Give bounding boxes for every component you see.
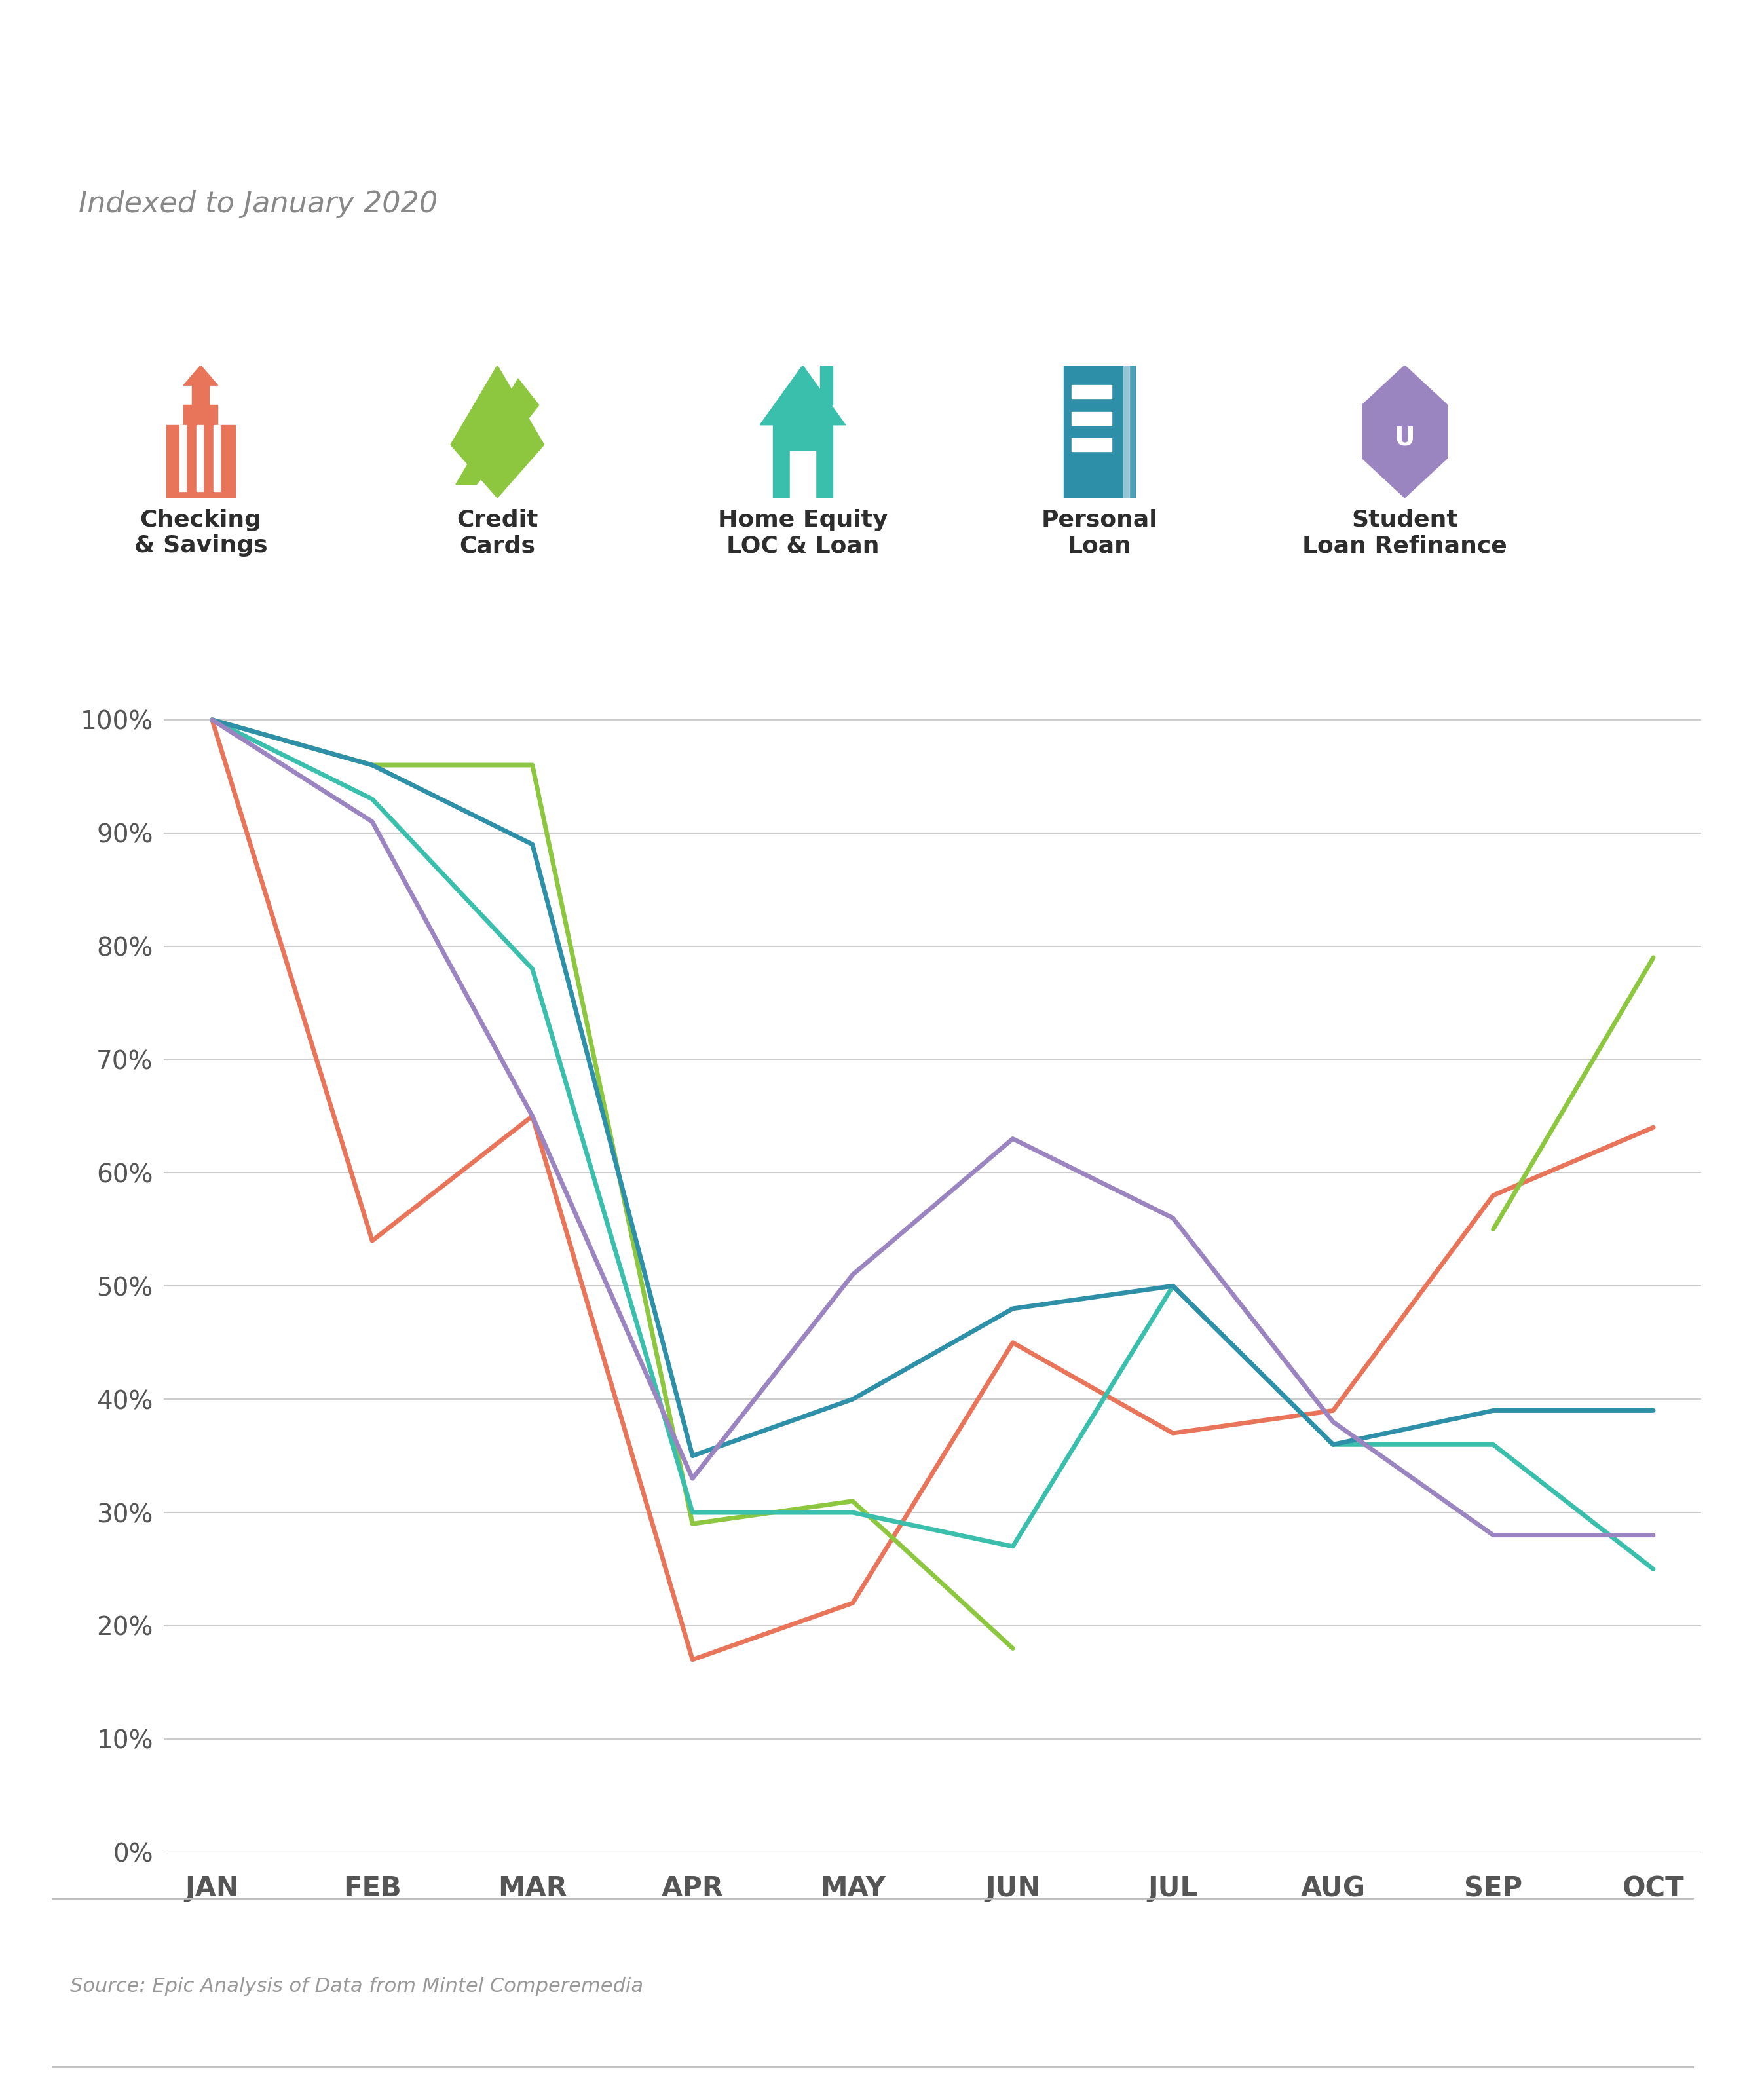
Bar (1071, 384, 1112, 399)
Bar (1064, 365, 1124, 498)
Bar (166, 424, 236, 498)
Text: Source: Epic Analysis of Data from Mintel Comperemedia: Source: Epic Analysis of Data from Minte… (70, 1976, 644, 1997)
Bar (183, 405, 218, 424)
Bar (820, 365, 832, 405)
Polygon shape (183, 365, 218, 384)
Bar (773, 424, 832, 498)
Text: Personal
Loan: Personal Loan (1042, 508, 1157, 556)
Bar (790, 451, 815, 498)
Bar (213, 424, 220, 491)
Text: U: U (1394, 426, 1415, 452)
Polygon shape (455, 378, 539, 485)
Bar (1071, 439, 1112, 451)
Polygon shape (450, 365, 544, 498)
Bar (1119, 365, 1134, 498)
Text: Credit
Cards: Credit Cards (457, 508, 537, 556)
Bar (180, 424, 187, 491)
Text: Student
Loan Refinance: Student Loan Refinance (1302, 508, 1508, 556)
Bar (192, 384, 209, 405)
Polygon shape (761, 365, 845, 424)
Polygon shape (1363, 365, 1448, 498)
Bar (197, 424, 202, 491)
Text: MONTHLY MAIL VOLUME BY PRODUCT: MONTHLY MAIL VOLUME BY PRODUCT (49, 42, 1356, 101)
Bar (1124, 365, 1129, 498)
Text: Checking
& Savings: Checking & Savings (134, 508, 267, 556)
Text: Indexed to January 2020: Indexed to January 2020 (79, 191, 438, 218)
Bar (1071, 412, 1112, 424)
Text: Home Equity
LOC & Loan: Home Equity LOC & Loan (717, 508, 888, 556)
